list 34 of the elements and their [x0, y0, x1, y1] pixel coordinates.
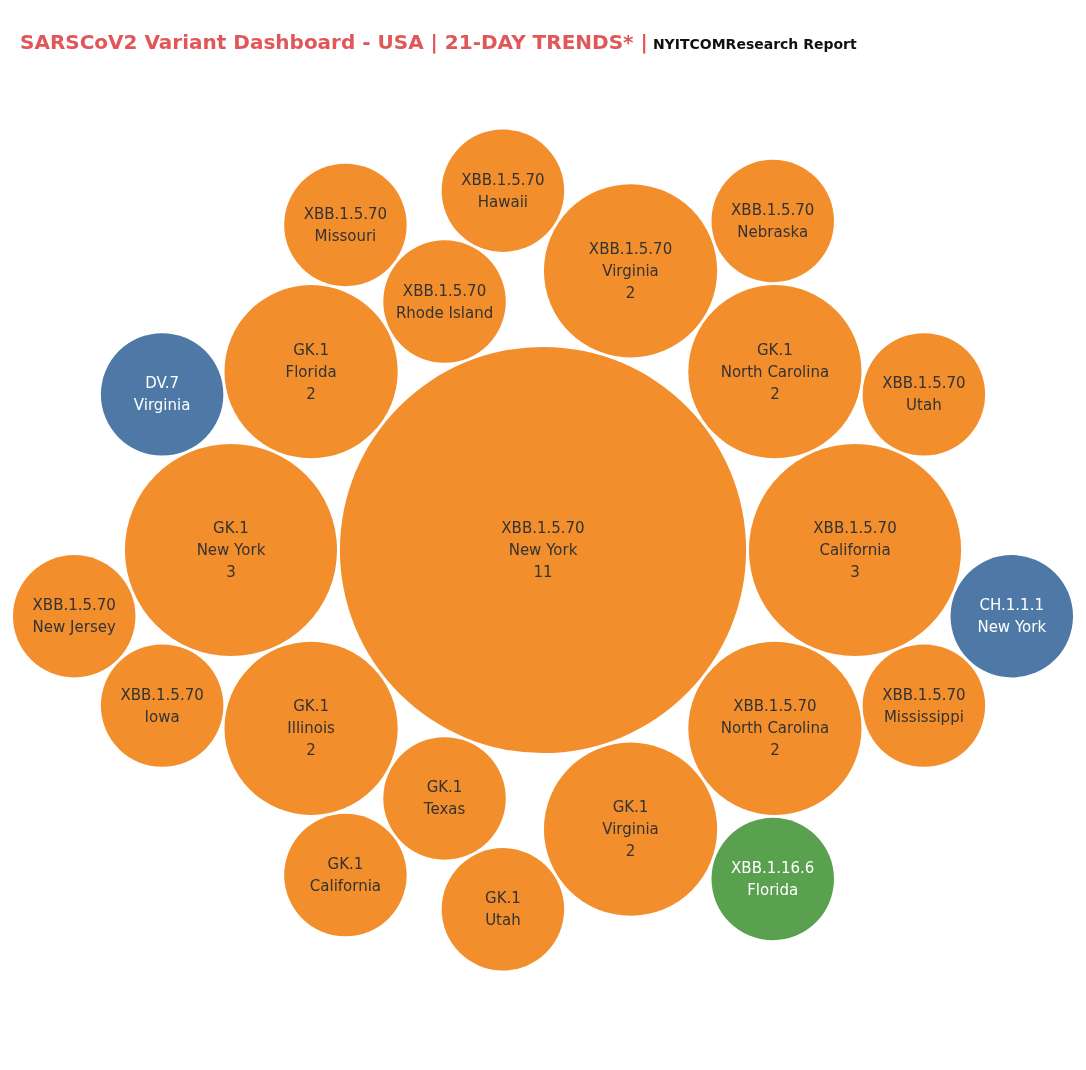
category-label: CH.1.1.1 New York: [977, 596, 1047, 637]
category-label: GK.1 New York: [196, 519, 266, 559]
data-label: 2: [625, 283, 636, 302]
data-label: 3: [226, 563, 236, 581]
data-label: 11: [533, 563, 553, 581]
text: NYITCOMResearch Report: [652, 36, 857, 52]
category-label: GK.1 California: [309, 855, 382, 896]
category-label: GK.1 Utah: [485, 889, 521, 930]
data-label: 2: [770, 384, 780, 403]
data-label: 3: [850, 563, 860, 581]
data-label: 2: [625, 842, 636, 861]
data-label: 2: [306, 741, 316, 760]
category-label: GK.1 North Carolina: [720, 340, 830, 381]
category-label: XBB.1.5.70 New York: [501, 519, 585, 559]
category-label: DV.7 Virginia: [133, 374, 191, 415]
category-label: GK.1 Illinois: [287, 697, 336, 738]
category-label: GK.1 Texas: [422, 778, 466, 819]
category-label: XBB.1.5.70 Nebraska: [731, 200, 815, 241]
category-label: XBB.1.5.70 Iowa: [120, 685, 204, 726]
category-label: XBB.1.5.70 Mississippi: [882, 685, 966, 726]
data-label: 2: [306, 384, 316, 403]
category-label: XBB.1.5.70 Missouri: [303, 204, 388, 245]
text: SARSCoV2 Variant Dashboard - USA | 21-DAY TRENDS* |: [20, 30, 648, 54]
category-label: XBB.1.5.70 California: [813, 519, 897, 559]
category-label: GK.1 Florida: [285, 340, 337, 381]
category-label: XBB.1.5.70 Hawaii: [461, 170, 545, 211]
category-label: XBB.1.16.6 Florida: [731, 859, 815, 900]
category-label: XBB.1.5.70 New Jersey: [32, 596, 116, 637]
category-label: GK.1 Virginia: [602, 798, 659, 839]
category-label: XBB.1.5.70 Utah: [882, 374, 966, 415]
category-label: XBB.1.5.70 Rhode Island: [395, 281, 494, 322]
category-label: XBB.1.5.70 Virginia: [588, 239, 673, 280]
data-label: 2: [770, 741, 780, 760]
category-label: XBB.1.5.70 North Carolina: [720, 697, 830, 738]
